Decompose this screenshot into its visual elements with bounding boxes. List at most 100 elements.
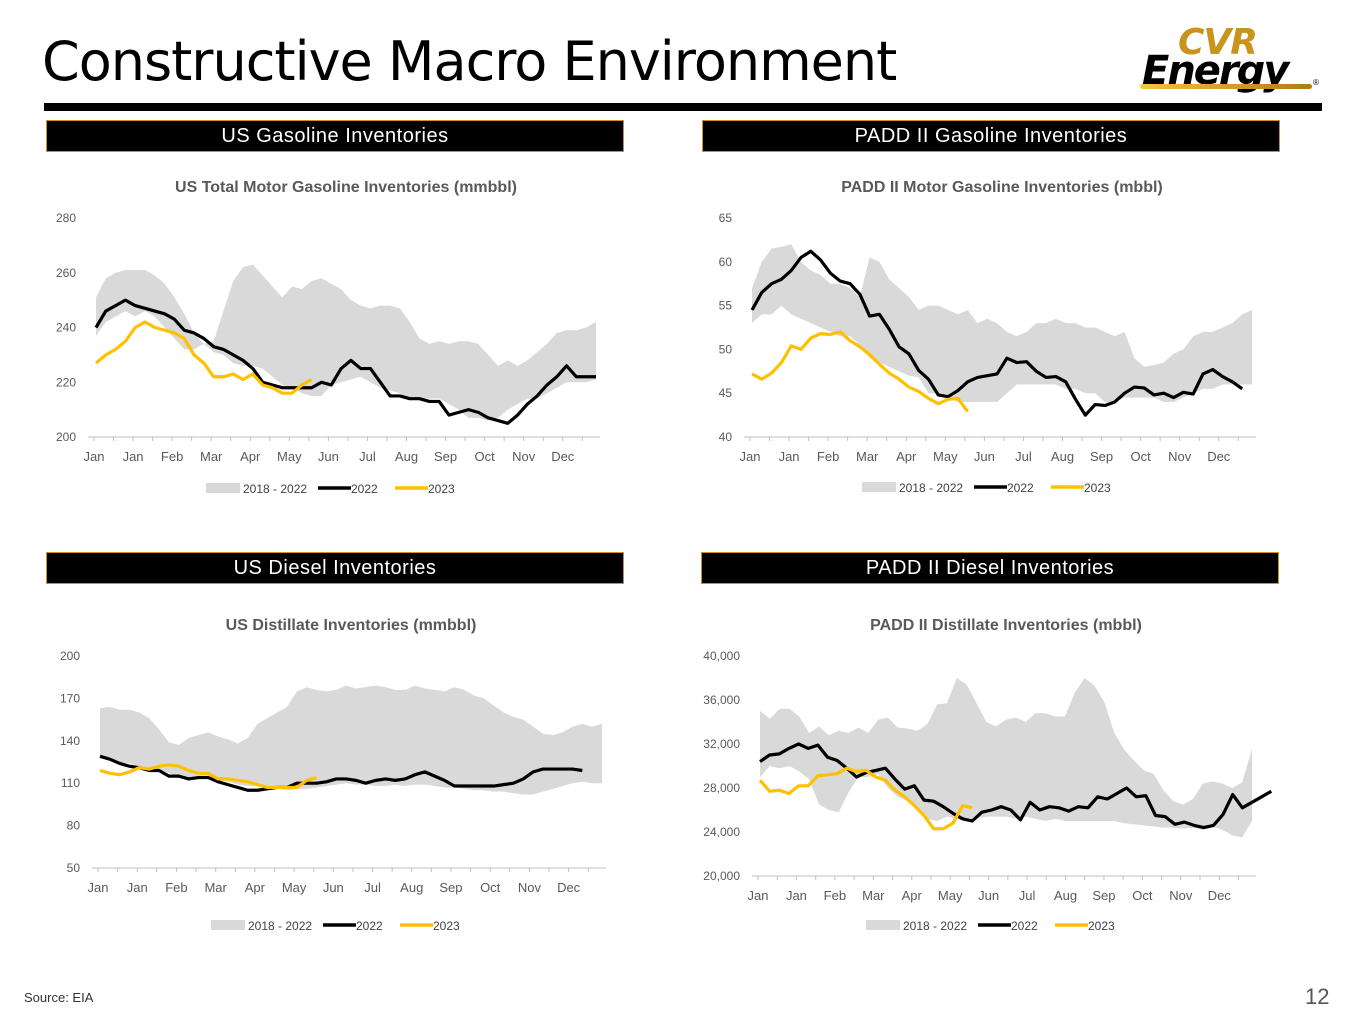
x-tick-label: Jan [84, 449, 105, 464]
chart-title: US Distillate Inventories (mmbbl) [226, 617, 477, 634]
legend-label: 2023 [1084, 481, 1111, 495]
series-line-2022 [759, 742, 1273, 830]
series-range-2018-2022 [752, 244, 1252, 402]
legend-label: 2022 [1007, 481, 1034, 495]
y-tick-label: 110 [61, 776, 80, 790]
chart-padd2-gasoline: PADD II Motor Gasoline Inventories (mbbl… [719, 179, 1256, 495]
x-tick-label: Sep [434, 449, 457, 464]
x-tick-label: Oct [1132, 888, 1153, 903]
series-line-2022 [750, 249, 1244, 417]
x-tick-label: Apr [896, 449, 917, 464]
x-tick-label: Nov [518, 880, 542, 895]
legend-label: 2023 [1088, 919, 1115, 933]
x-tick-label: Jun [978, 888, 999, 903]
series-line-2022 [94, 298, 596, 425]
x-tick-label: Feb [817, 449, 839, 464]
x-tick-label: Jul [1019, 888, 1036, 903]
legend-label: 2022 [356, 919, 383, 933]
chart-padd2-distillate: PADD II Distillate Inventories (mbbl) 20,… [703, 617, 1273, 933]
panel-header-padd2-diesel: PADD II Diesel Inventories [701, 552, 1279, 584]
x-tick-label: Feb [824, 888, 846, 903]
y-tick-label: 60 [719, 255, 733, 269]
x-tick-label: Sep [1090, 449, 1113, 464]
x-tick-label: Aug [400, 880, 423, 895]
x-tick-label: Jun [323, 880, 344, 895]
legend-label: 2022 [1011, 919, 1038, 933]
legend-label: 2023 [428, 482, 455, 496]
page-title: Constructive Macro Environment [42, 30, 897, 93]
y-tick-label: 140 [60, 734, 80, 748]
x-tick-label: Mar [200, 449, 223, 464]
x-tick-label: Mar [856, 449, 879, 464]
x-tick-label: Jul [359, 449, 376, 464]
source-note: Source: EIA [24, 990, 94, 1005]
title-divider [44, 103, 1322, 111]
x-tick-label: Aug [1051, 449, 1074, 464]
series-line-2023 [751, 330, 969, 413]
cvr-energy-logo: CVR Energy ® [1140, 22, 1322, 94]
chart-us-distillate: US Distillate Inventories (mmbbl) 50 80 110… [60, 617, 606, 933]
x-tick-label: Aug [1054, 888, 1077, 903]
x-tick-label: Sep [1092, 888, 1115, 903]
y-tick-label: 24,000 [703, 825, 740, 839]
y-tick-label: 200 [56, 430, 76, 444]
x-tick-label: May [277, 449, 302, 464]
y-tick-label: 260 [56, 266, 76, 280]
series-line-2023 [99, 763, 317, 790]
y-tick-label: 40,000 [703, 649, 740, 663]
x-tick-label: Dec [557, 880, 581, 895]
x-tick-label: May [938, 888, 963, 903]
x-tick-label: Oct [480, 880, 501, 895]
legend-label: 2018 - 2022 [903, 919, 967, 933]
x-tick-label: Dec [551, 449, 575, 464]
chart-title: US Total Motor Gasoline Inventories (mmb… [175, 179, 517, 196]
y-tick-label: 280 [56, 211, 76, 225]
y-tick-label: 80 [67, 819, 81, 833]
legend-label: 2022 [351, 482, 378, 496]
x-tick-label: Jan [740, 449, 761, 464]
series-line-2023 [758, 766, 973, 831]
legend-swatch-range [211, 920, 245, 930]
series-line-2023 [94, 320, 313, 395]
y-tick-label: 200 [60, 649, 80, 663]
x-tick-label: Apr [902, 888, 923, 903]
x-tick-label: Nov [1169, 888, 1193, 903]
y-tick-label: 50 [719, 342, 733, 356]
x-tick-label: Feb [161, 449, 183, 464]
x-tick-label: Jun [974, 449, 995, 464]
legend-swatch-range [866, 920, 900, 930]
x-tick-label: Apr [245, 880, 266, 895]
logo-swoosh [1140, 84, 1312, 89]
x-tick-label: Dec [1208, 888, 1232, 903]
x-tick-label: Jul [1015, 449, 1032, 464]
panel-header-us-diesel: US Diesel Inventories [46, 552, 624, 584]
chart-title: PADD II Distillate Inventories (mbbl) [870, 617, 1142, 634]
y-tick-label: 20,000 [703, 869, 740, 883]
series-range-2018-2022 [760, 678, 1252, 838]
x-tick-label: Aug [395, 449, 418, 464]
legend-swatch-range [206, 483, 240, 493]
logo-cvr-text: CVR [1178, 22, 1258, 63]
legend-label: 2018 - 2022 [248, 919, 312, 933]
y-tick-label: 32,000 [703, 737, 740, 751]
y-tick-label: 50 [67, 861, 81, 875]
legend-label: 2023 [433, 919, 460, 933]
y-tick-label: 240 [56, 321, 76, 335]
x-tick-label: Jan [786, 888, 807, 903]
page-number: 12 [1305, 984, 1330, 1009]
x-tick-label: Nov [512, 449, 536, 464]
legend-label: 2018 - 2022 [899, 481, 963, 495]
y-tick-label: 40 [719, 430, 733, 444]
y-tick-label: 28,000 [703, 781, 740, 795]
y-tick-label: 65 [719, 211, 733, 225]
y-tick-label: 45 [719, 386, 733, 400]
logo-registered-mark: ® [1313, 78, 1319, 87]
y-tick-label: 55 [719, 299, 733, 313]
panel-header-padd2-gasoline: PADD II Gasoline Inventories [702, 120, 1280, 152]
panel-header-us-gasoline: US Gasoline Inventories [46, 120, 624, 152]
x-tick-label: Jun [318, 449, 339, 464]
series-range-2018-2022 [100, 685, 602, 795]
x-tick-label: Mar [204, 880, 227, 895]
x-tick-label: Apr [240, 449, 261, 464]
x-tick-label: May [282, 880, 307, 895]
